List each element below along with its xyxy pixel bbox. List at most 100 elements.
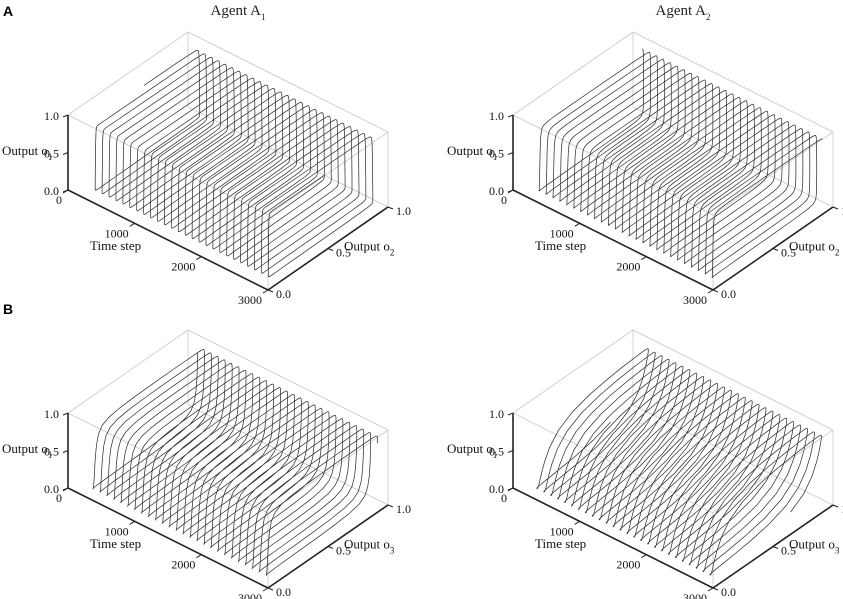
- panel-letter-a: A: [3, 3, 13, 19]
- chart2-box-edge-2: [712, 131, 834, 216]
- chart4-x-axis-label: Time step: [535, 536, 586, 551]
- chart2-x-tick-mark-0: [507, 189, 514, 194]
- chart4-y-tick-label-0: 0.0: [721, 585, 736, 599]
- chart4-x-tick-mark-0: [507, 487, 514, 492]
- chart3-box-edge-1: [67, 329, 189, 414]
- chart3-series-trace: [92, 349, 378, 576]
- chart4-y-tick-mark-0: [712, 587, 719, 591]
- chart3-y-tick-mark-1: [327, 546, 334, 549]
- chart3-y-tick-mark-0: [267, 587, 274, 591]
- chart1-x-tick-mark-2: [196, 256, 202, 261]
- chart2-y-tick-label-0: 0.0: [721, 287, 736, 301]
- chart2-x-tick-mark-3: [707, 289, 714, 294]
- chart2-z-tick-label-2: 1.0: [489, 109, 504, 123]
- chart1-title: Agent A1: [211, 3, 266, 22]
- chart4-y-tick-label-2: 1.0: [841, 502, 843, 516]
- chart3-x-tick-label-3: 3000: [238, 591, 262, 599]
- chart4-x-tick-label-1: 1000: [550, 524, 574, 538]
- chart4-box-edge-0: [512, 412, 714, 514]
- chart3-x-tick-mark-0: [62, 487, 69, 492]
- chart1-t-axis-line: [67, 189, 269, 291]
- chart1-z-tick-mark-2: [62, 114, 69, 118]
- panel-letter-b: B: [3, 301, 13, 317]
- chart3-y-tick-label-2: 1.0: [396, 502, 411, 516]
- chart3-x-tick-label-2: 2000: [171, 558, 195, 572]
- chart1-box-edge-2: [267, 131, 389, 216]
- chart2-y-tick-mark-1: [772, 248, 779, 251]
- chart2-z-tick-mark-2: [507, 114, 514, 118]
- chart1-x-tick-label-0: 0: [56, 193, 62, 207]
- chart2-x-axis-label: Time step: [535, 238, 586, 253]
- chart3-x-tick-mark-2: [196, 554, 202, 559]
- chart3-z-tick-mark-1: [62, 450, 69, 453]
- chart2-title: Agent A2: [656, 3, 711, 22]
- chart4-x-tick-label-3: 3000: [683, 591, 707, 599]
- chart2-y-axis-label: Output o2: [789, 238, 839, 257]
- chart4-x-tick-mark-2: [641, 554, 647, 559]
- chart1-box-edge-1: [67, 31, 189, 116]
- chart4-y-tick-label-1: 0.5: [781, 544, 796, 558]
- chart1-box-edge-3: [187, 31, 389, 133]
- chart2-x-tick-mark-1: [574, 222, 580, 227]
- chart1-y-tick-mark-2: [387, 206, 394, 210]
- chart3-y-tick-mark-2: [387, 504, 394, 508]
- chart1-z-tick-label-0: 0.0: [44, 184, 59, 198]
- chart1-x-tick-mark-3: [262, 289, 269, 294]
- chart2-series-trace: [538, 48, 823, 279]
- chart2-y-tick-mark-2: [832, 206, 839, 210]
- chart3-z-tick-label-2: 1.0: [44, 407, 59, 421]
- chart2-x-tick-label-3: 3000: [683, 293, 707, 307]
- chart3-box-edge-3: [187, 329, 389, 431]
- chart2-box-edge-0: [512, 114, 714, 216]
- chart1-z-tick-label-1: 0.5: [44, 147, 59, 161]
- chart3-y-axis-label: Output o3: [344, 536, 395, 555]
- chart1-x-tick-label-1: 1000: [105, 226, 129, 240]
- chart3-z-tick-mark-2: [62, 412, 69, 416]
- chart3-box-edge-0: [67, 412, 269, 514]
- chart2-y-tick-mark-0: [712, 289, 719, 293]
- chart4-z-axis-label: Output o1: [447, 441, 497, 460]
- chart4-z-tick-label-0: 0.0: [489, 482, 504, 496]
- chart2-z-tick-mark-1: [507, 152, 514, 155]
- chart2-y-tick-label-2: 1.0: [841, 204, 843, 218]
- chart1-z-tick-mark-1: [62, 152, 69, 155]
- chart4-y-tick-mark-1: [772, 546, 779, 549]
- chart2-z-tick-label-0: 0.0: [489, 184, 504, 198]
- chart1-z-tick-label-2: 1.0: [44, 109, 59, 123]
- chart1-box-edge-7: [187, 106, 389, 208]
- chart1-y-tick-label-0: 0.0: [276, 287, 291, 301]
- chart3-z-tick-label-1: 0.5: [44, 445, 59, 459]
- chart3-y-tick-label-0: 0.0: [276, 585, 291, 599]
- chart1-y-tick-mark-0: [267, 289, 274, 293]
- chart4-y-tick-mark-2: [832, 504, 839, 508]
- chart4-z-tick-label-2: 1.0: [489, 407, 504, 421]
- chart3-x-tick-mark-1: [129, 520, 135, 525]
- chart1-x-tick-mark-0: [62, 189, 69, 194]
- chart2-x-tick-label-1: 1000: [550, 226, 574, 240]
- chart4-box-edge-1: [512, 329, 634, 414]
- chart1-y-tick-label-1: 0.5: [336, 246, 351, 260]
- chart1-x-tick-label-3: 3000: [238, 293, 262, 307]
- chart4-z-tick-mark-2: [507, 412, 514, 416]
- chart3-x-tick-label-1: 1000: [105, 524, 129, 538]
- chart3-x-axis-label: Time step: [90, 536, 141, 551]
- chart3-x-tick-label-0: 0: [56, 491, 62, 505]
- chart4-box-edge-3: [632, 329, 834, 431]
- chart4-x-tick-label-2: 2000: [616, 558, 640, 572]
- chart3-z-tick-label-0: 0.0: [44, 482, 59, 496]
- chart2-x-tick-mark-2: [641, 256, 647, 261]
- chart4-z-tick-mark-1: [507, 450, 514, 453]
- chart4-series-trace: [536, 348, 822, 576]
- chart4-x-tick-mark-1: [574, 520, 580, 525]
- chart3-t-axis-line: [67, 487, 269, 589]
- chart4-t-axis-line: [512, 487, 714, 589]
- chart4-x-tick-mark-3: [707, 587, 714, 592]
- chart1-x-tick-label-2: 2000: [171, 260, 195, 274]
- chart2-box-edge-1: [512, 31, 634, 116]
- chart1-y-tick-label-2: 1.0: [396, 204, 411, 218]
- chart2-box-edge-3: [632, 31, 834, 133]
- chart1-z-axis-label: Output o1: [2, 143, 52, 162]
- chart1-x-tick-mark-1: [129, 222, 135, 227]
